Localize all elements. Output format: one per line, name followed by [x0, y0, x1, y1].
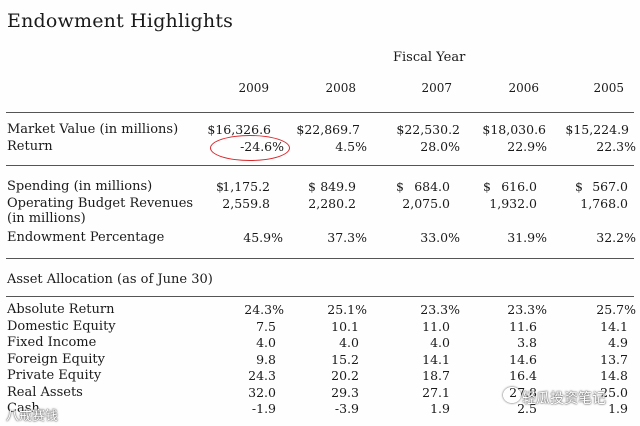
- year-header: 2008: [325, 81, 356, 95]
- cell: 4.0: [430, 335, 450, 350]
- cell: -1.9: [251, 401, 276, 416]
- watermark-left: 八戒赛钱: [6, 409, 59, 424]
- cell: $22,869.7: [296, 122, 360, 137]
- currency-symbol: $: [216, 179, 224, 194]
- cell: 11.6: [509, 318, 537, 334]
- cell: 15.2: [331, 351, 359, 367]
- cell: 4.0: [256, 335, 276, 350]
- cell: 28.0%: [420, 139, 460, 154]
- cell: 37.3%: [327, 230, 367, 245]
- cell: 22.9%: [507, 139, 547, 154]
- year-header: 2007: [421, 81, 452, 95]
- cell: 10.1: [331, 318, 359, 334]
- cell: 2,559.8: [222, 196, 270, 211]
- cell: 14.1: [600, 318, 628, 334]
- divider: [6, 112, 634, 113]
- cell: 27.1: [422, 384, 450, 400]
- cell: 18.7: [422, 368, 450, 383]
- currency-symbol: $: [483, 179, 491, 194]
- cell: 2,075.0: [402, 196, 450, 211]
- row-label: Fixed Income: [7, 335, 97, 350]
- cell: 23.3%: [507, 302, 547, 317]
- cell: $18,030.6: [482, 122, 546, 137]
- cell: 23.3%: [420, 302, 460, 317]
- row-label: Cash: [7, 401, 40, 416]
- cell: 25.0: [600, 384, 628, 400]
- cell: 2.5: [517, 401, 537, 416]
- cell: 22.3%: [596, 139, 636, 154]
- cell: 4.0: [339, 335, 359, 350]
- cell: 32.2%: [596, 230, 636, 245]
- cell: 14.6: [509, 351, 537, 367]
- cell: 14.1: [422, 351, 450, 367]
- cell: 32.0: [248, 384, 276, 400]
- cell: 849.9: [320, 179, 356, 194]
- cell: 33.0%: [420, 230, 460, 245]
- cell: 9.8: [256, 351, 276, 367]
- cell: 16.4: [509, 368, 537, 383]
- page-title: Endowment Highlights: [7, 10, 234, 32]
- row-label: Absolute Return: [7, 302, 115, 317]
- row-label-return: Return: [7, 139, 53, 154]
- cell: $15,224.9: [565, 122, 629, 137]
- cell: 25.7%: [596, 302, 636, 317]
- row-label: Foreign Equity: [7, 351, 105, 367]
- cell: 3.8: [517, 335, 537, 350]
- watermark-right: 轻瓜投资笔记: [522, 391, 606, 407]
- row-label: Private Equity: [7, 368, 102, 383]
- cell: 20.2: [331, 368, 359, 383]
- currency-symbol: $: [575, 179, 583, 194]
- cell: 11.0: [422, 318, 450, 334]
- divider: [6, 258, 634, 259]
- fiscal-year-label: Fiscal Year: [393, 50, 466, 65]
- row-label-operating-budget: Operating Budget Revenues: [7, 196, 194, 211]
- cell: 1,932.0: [489, 196, 537, 211]
- red-circle-annotation: [210, 135, 290, 161]
- cell: 29.3: [331, 384, 359, 400]
- cell: -3.9: [334, 401, 359, 416]
- cell: $22,530.2: [396, 122, 460, 137]
- divider: [6, 296, 634, 297]
- row-label-market-value: Market Value (in millions): [7, 122, 179, 137]
- cell: 4.9: [608, 335, 628, 350]
- cell: 1.9: [608, 401, 628, 416]
- cell: 616.0: [501, 179, 537, 194]
- cell: 24.3: [248, 368, 276, 383]
- year-header: 2006: [508, 81, 539, 95]
- cell: 567.0: [592, 179, 628, 194]
- year-header: 2009: [238, 81, 269, 95]
- cell: 1.9: [430, 401, 450, 416]
- cell: 684.0: [414, 179, 450, 194]
- cell: 13.7: [600, 351, 628, 367]
- cell: $16,326.6: [207, 122, 271, 137]
- cell: 45.9%: [243, 230, 283, 245]
- cell: 24.3%: [244, 302, 284, 317]
- row-label: Real Assets: [7, 384, 83, 400]
- cell: 2,280.2: [308, 196, 356, 211]
- currency-symbol: $: [308, 179, 316, 194]
- row-label: Domestic Equity: [7, 318, 116, 334]
- cell: 4.5%: [335, 139, 367, 154]
- cell: 31.9%: [507, 230, 547, 245]
- currency-symbol: $: [396, 179, 404, 194]
- cell: 1,768.0: [580, 196, 628, 211]
- year-header: 2005: [593, 81, 624, 95]
- row-label-endowment-percentage: Endowment Percentage: [7, 230, 165, 245]
- wechat-logo-icon: [503, 387, 521, 403]
- cell: 25.1%: [327, 302, 367, 317]
- row-label-operating-budget-sub: (in millions): [7, 211, 86, 226]
- cell: 14.8: [600, 368, 628, 383]
- divider: [6, 165, 634, 166]
- section-heading-asset-allocation: Asset Allocation (as of June 30): [7, 272, 213, 287]
- cell: 1,175.2: [222, 179, 270, 194]
- row-label-spending: Spending (in millions): [7, 179, 153, 194]
- cell: 7.5: [256, 318, 276, 334]
